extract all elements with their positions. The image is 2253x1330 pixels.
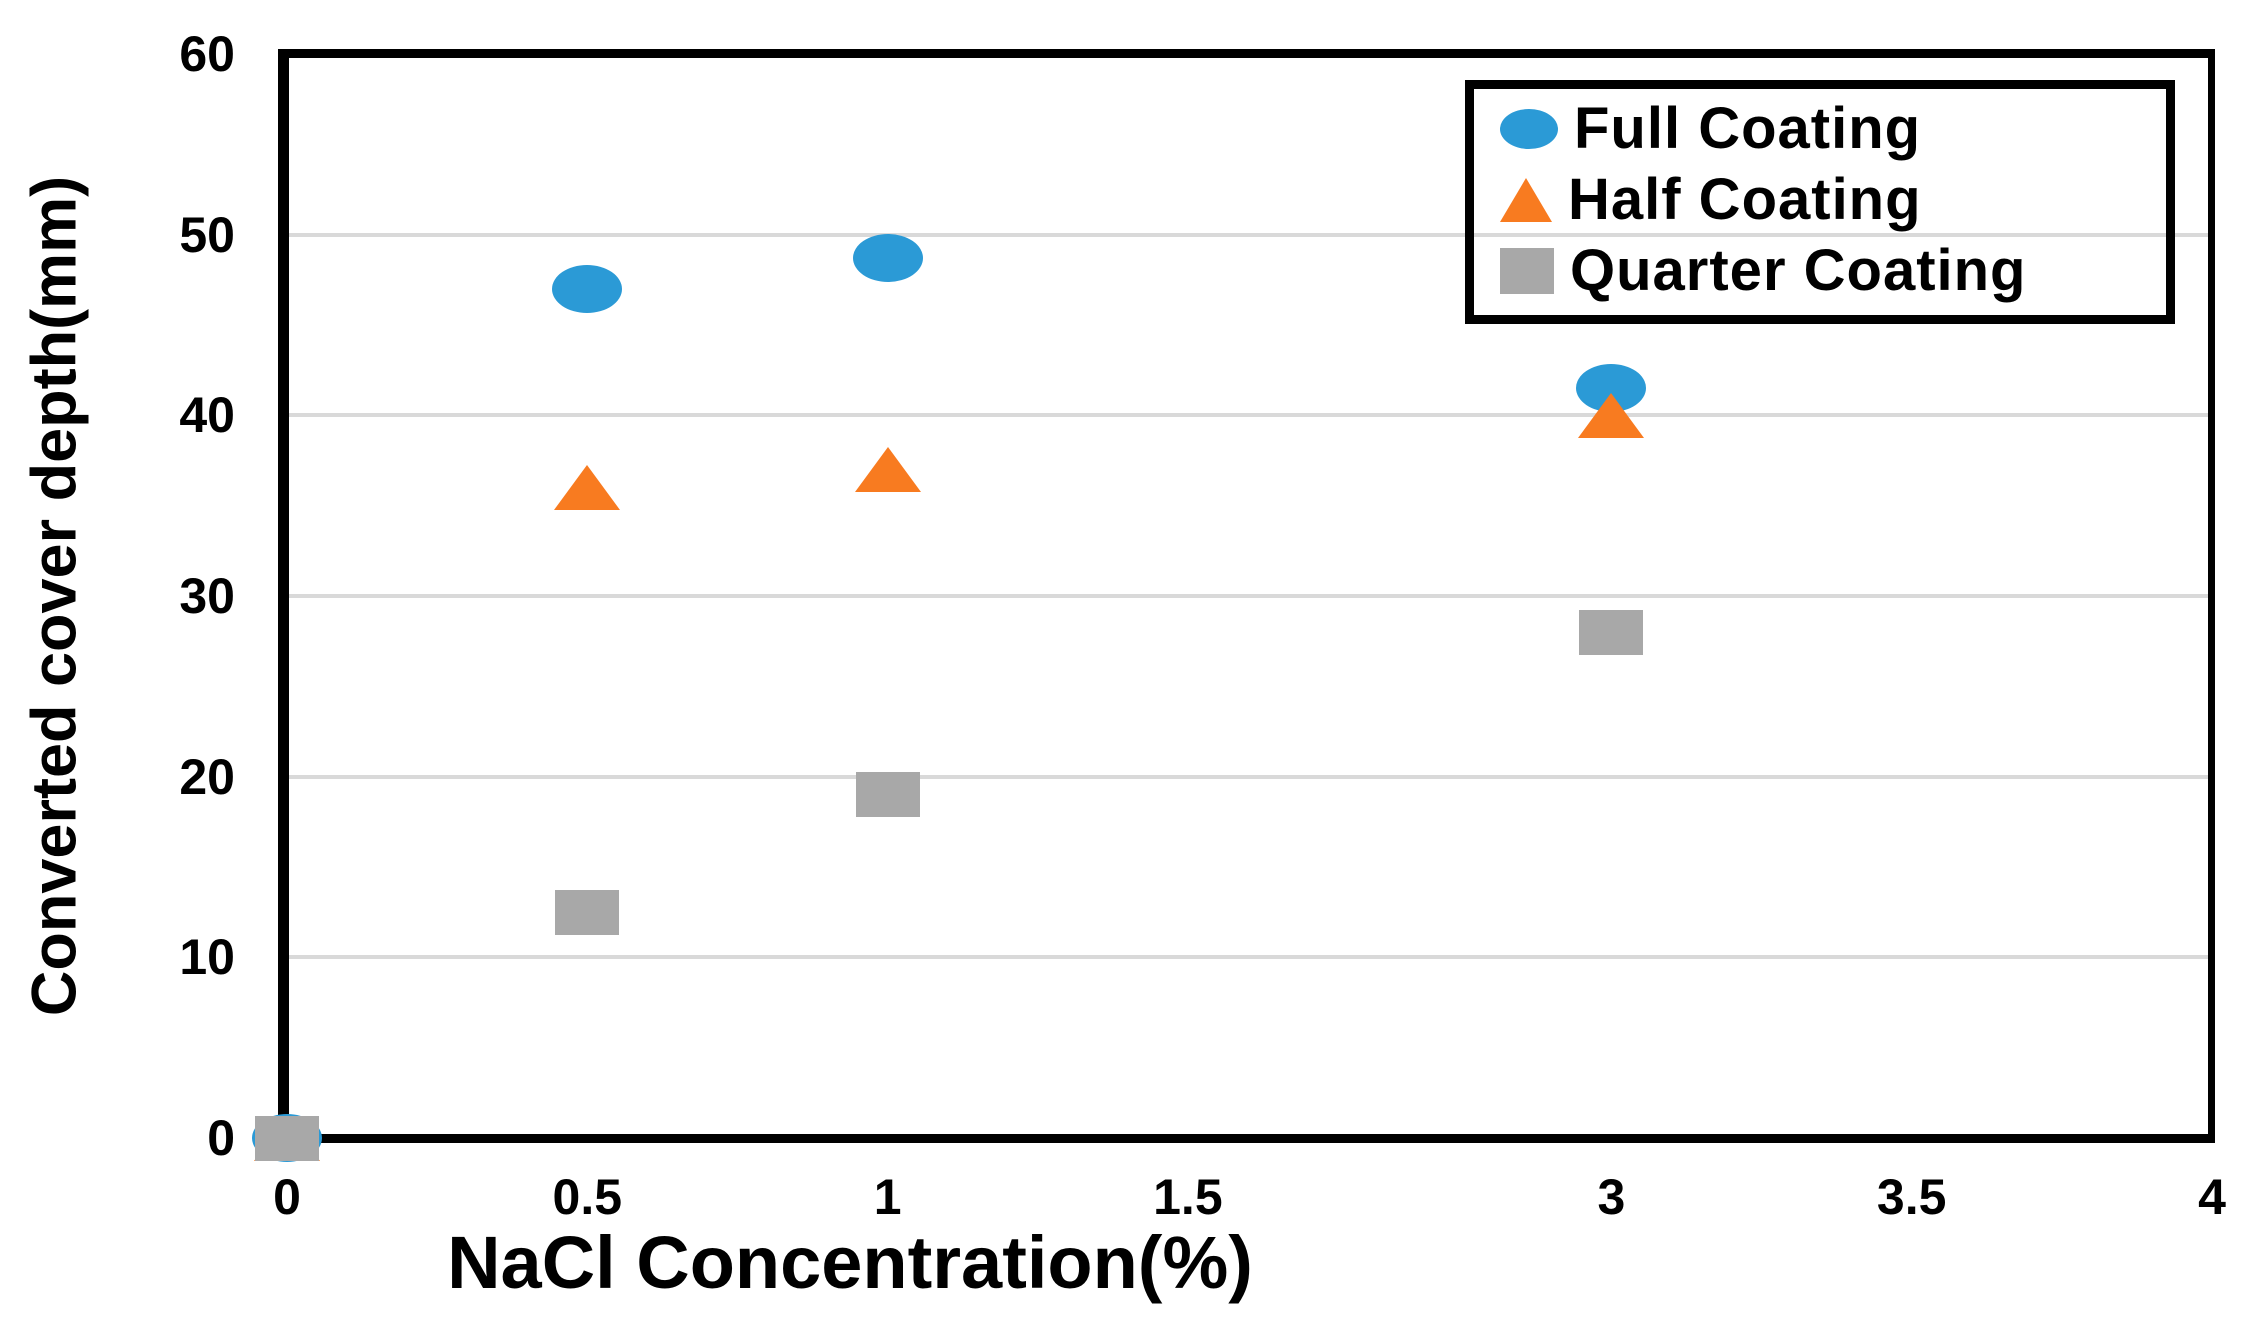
y-tick-label: 10 <box>179 929 235 986</box>
x-axis-title: NaCl Concentration(%) <box>447 1221 1253 1304</box>
full-coating-data-point <box>552 264 623 313</box>
quarter-coating-data-point <box>855 772 920 818</box>
y-tick-label: 20 <box>179 748 235 805</box>
x-tick-label: 0 <box>273 1169 301 1225</box>
half-coating-data-point <box>854 447 921 493</box>
x-tick-label: 0.5 <box>552 1169 623 1225</box>
gridline-y-20 <box>289 774 2208 779</box>
half-coating-data-point <box>554 465 621 511</box>
y-tick-label: 40 <box>179 387 235 444</box>
legend: Full Coating Half Coating Quarter Coating <box>1465 80 2175 324</box>
legend-item-label: Quarter Coating <box>1570 238 2027 304</box>
plot-area <box>278 49 2215 1143</box>
y-tick-label: 0 <box>207 1110 235 1166</box>
x-tick-label: 1.5 <box>1153 1169 1223 1225</box>
y-tick-label: 60 <box>179 26 235 82</box>
x-tick-label: 3.5 <box>1876 1169 1947 1225</box>
x-tick-label: 3 <box>1597 1169 1626 1225</box>
quarter-coating-data-point <box>255 1115 319 1161</box>
legend-item: Quarter Coating <box>1500 242 2166 300</box>
square-legend-marker <box>1500 248 1554 295</box>
x-tick-label: 1 <box>873 1169 902 1225</box>
gridline-y-10 <box>289 955 2208 960</box>
legend-item-label: Half Coating <box>1568 166 1922 232</box>
circle-legend-marker <box>1500 108 1558 149</box>
gridline-y-30 <box>289 594 2208 598</box>
triangle-legend-marker <box>1500 177 1552 222</box>
x-tick-label: 4 <box>2198 1169 2226 1225</box>
gridline-y-40 <box>289 413 2208 418</box>
quarter-coating-data-point <box>1579 609 1644 655</box>
legend-item: Full Coating <box>1500 95 2166 161</box>
half-coating-data-point <box>1578 392 1645 438</box>
y-tick-label: 50 <box>179 206 235 263</box>
full-coating-data-point <box>852 234 923 283</box>
y-tick-label: 30 <box>179 568 235 624</box>
quarter-coating-data-point <box>555 889 620 935</box>
gridline-y-50 <box>289 232 2208 237</box>
legend-item: Half Coating <box>1500 166 2166 232</box>
legend-item-label: Full Coating <box>1574 95 1922 161</box>
